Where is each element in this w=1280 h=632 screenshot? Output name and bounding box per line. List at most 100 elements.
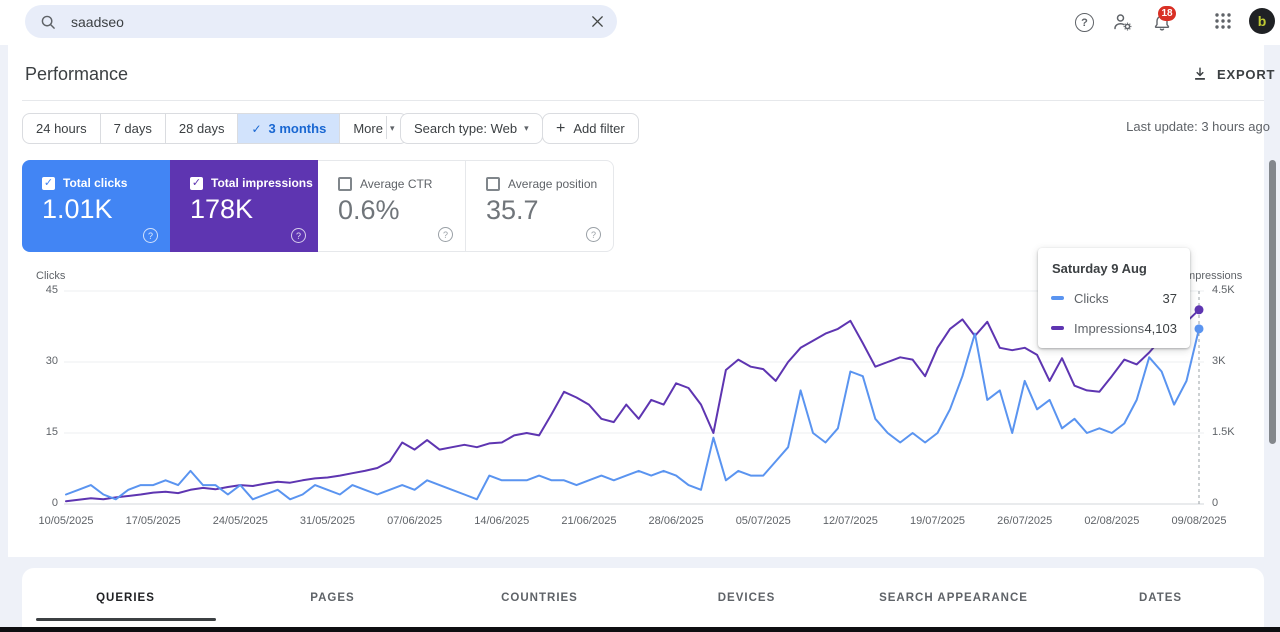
clicks-swatch-icon [1051,296,1064,300]
search-input[interactable] [69,12,583,31]
help-icon: ? [1075,13,1094,32]
tab-countries[interactable]: COUNTRIES [436,568,643,627]
tab-dates[interactable]: DATES [1057,568,1264,627]
tab-queries[interactable]: QUERIES [22,568,229,627]
last-update-text: Last update: 3 hours ago [1126,119,1270,134]
y-axis-tick: 30 [45,355,58,367]
help-button[interactable]: ? [1075,13,1094,32]
x-axis-label: 05/07/2025 [735,515,791,527]
tab-label: DATES [1138,591,1183,604]
add-filter-chip[interactable]: + Add filter [542,113,639,144]
tab-label: PAGES [310,591,355,604]
help-icon[interactable]: ? [143,228,158,243]
chip-separator [386,116,387,139]
help-icon[interactable]: ? [586,227,601,242]
close-icon [591,16,603,27]
vertical-scrollbar[interactable] [1269,160,1276,444]
metric-label: Total impressions [211,176,313,190]
header-divider [22,100,1264,101]
range-28-days[interactable]: 28 days [164,114,238,143]
x-axis-label: 28/06/2025 [648,515,704,527]
x-axis-label: 24/05/2025 [212,515,268,527]
chart-canvas[interactable] [0,260,1280,530]
search-bar[interactable] [25,5,617,38]
range-24-hours[interactable]: 24 hours [36,121,87,136]
y2-axis-tick: 3K [1212,355,1226,367]
x-axis-label: 10/05/2025 [38,515,94,527]
x-axis-label: 14/06/2025 [474,515,530,527]
metric-cards: ✓ Total clicks 1.01K ? ✓ Total impressio… [22,160,614,252]
clicks-line [65,327,1200,501]
impressions-line [65,308,1200,503]
y-axis-tick: 0 [51,497,58,509]
tooltip-date: Saturday 9 Aug [1052,261,1147,276]
topbar: ? 18 b [0,0,1280,45]
check-icon: ✓ [251,121,262,136]
y2-axis-tick: 4.5K [1212,284,1235,296]
tooltip-clicks-value: 37 [1162,290,1177,306]
tooltip-clicks-label: Clicks [1074,290,1109,306]
x-axis-label: 07/06/2025 [387,515,443,527]
x-axis-label: 31/05/2025 [299,515,355,527]
metric-card-total-impressions[interactable]: ✓ Total impressions 178K ? [170,160,318,252]
x-axis-label: 12/07/2025 [822,515,878,527]
tab-devices[interactable]: DEVICES [643,568,850,627]
person-gear-icon [1114,14,1132,31]
x-axis-label: 02/08/2025 [1084,515,1140,527]
tooltip-impressions-label: Impressions [1074,320,1145,336]
range-7-days[interactable]: 7 days [99,114,165,143]
metric-label: Average position [508,177,598,191]
plus-icon: + [556,119,566,137]
metric-card-total-clicks[interactable]: ✓ Total clicks 1.01K ? [22,160,170,252]
metric-card-average-position[interactable]: Average position 35.7 ? [466,160,614,252]
help-icon[interactable]: ? [291,228,306,243]
tab-label: SEARCH APPEARANCE [879,591,1028,604]
apps-grid-icon [1215,13,1231,29]
search-type-label: Search type: Web [414,121,518,136]
page-title: Performance [25,64,129,84]
range-more-dropdown[interactable]: More ▾ [339,114,407,143]
metric-card-average-ctr[interactable]: Average CTR 0.6% ? [318,160,466,252]
y-axis-tick: 15 [45,426,58,438]
tooltip-impressions-value: 4,103 [1144,320,1177,336]
x-axis-label: 21/06/2025 [561,515,617,527]
date-range-chip-group: 24 hours 7 days 28 days ✓ 3 months More … [22,113,409,144]
metric-value: 0.6% [338,195,400,225]
checkbox-unchecked-icon[interactable] [486,177,500,191]
window-bottom-edge [0,627,1280,632]
download-icon [1195,67,1205,80]
dimension-tabs: QUERIES PAGES COUNTRIES DEVICES SEARCH A… [22,568,1264,627]
checkbox-checked-icon[interactable]: ✓ [190,176,203,190]
y-axis-tick: 45 [45,284,58,296]
chevron-down-icon: ▾ [524,123,529,133]
impressions-swatch-icon [1051,326,1064,330]
performance-chart[interactable]: Clicks Impressions 45 4.5K 30 3K 15 1.5K 0 0 10/… [0,260,1280,540]
metric-value: 1.01K [42,194,113,224]
tab-label: COUNTRIES [501,591,578,604]
help-icon[interactable]: ? [438,227,453,242]
y2-axis-tick: 1.5K [1212,426,1235,438]
user-settings-button[interactable] [1112,12,1134,32]
notification-badge: 18 [1158,6,1176,21]
range-3-months[interactable]: ✓ 3 months [237,114,340,143]
apps-grid-button[interactable] [1214,12,1232,30]
clicks-point-marker [1194,324,1204,334]
tab-pages[interactable]: PAGES [229,568,436,627]
checkbox-unchecked-icon[interactable] [338,177,352,191]
y2-axis-tick: 0 [1212,497,1219,509]
search-icon [39,13,57,31]
chart-tooltip: Saturday 9 Aug Clicks 37 Impressions 4,1… [1038,248,1190,348]
right-axis-title: Impressions [1183,270,1243,282]
checkbox-checked-icon[interactable]: ✓ [42,176,55,190]
chevron-down-icon: ▾ [389,123,395,133]
x-axis-label: 09/08/2025 [1171,515,1227,527]
export-label: EXPORT [1217,66,1276,82]
account-avatar[interactable]: b [1249,8,1275,34]
tab-search-appearance[interactable]: SEARCH APPEARANCE [850,568,1057,627]
add-filter-label: Add filter [573,121,625,136]
export-button[interactable]: EXPORT [1192,66,1275,82]
search-type-chip[interactable]: Search type: Web ▾ [400,113,543,144]
metric-value: 178K [190,194,254,224]
left-axis-title: Clicks [36,270,66,282]
clear-search-button[interactable] [583,8,611,36]
